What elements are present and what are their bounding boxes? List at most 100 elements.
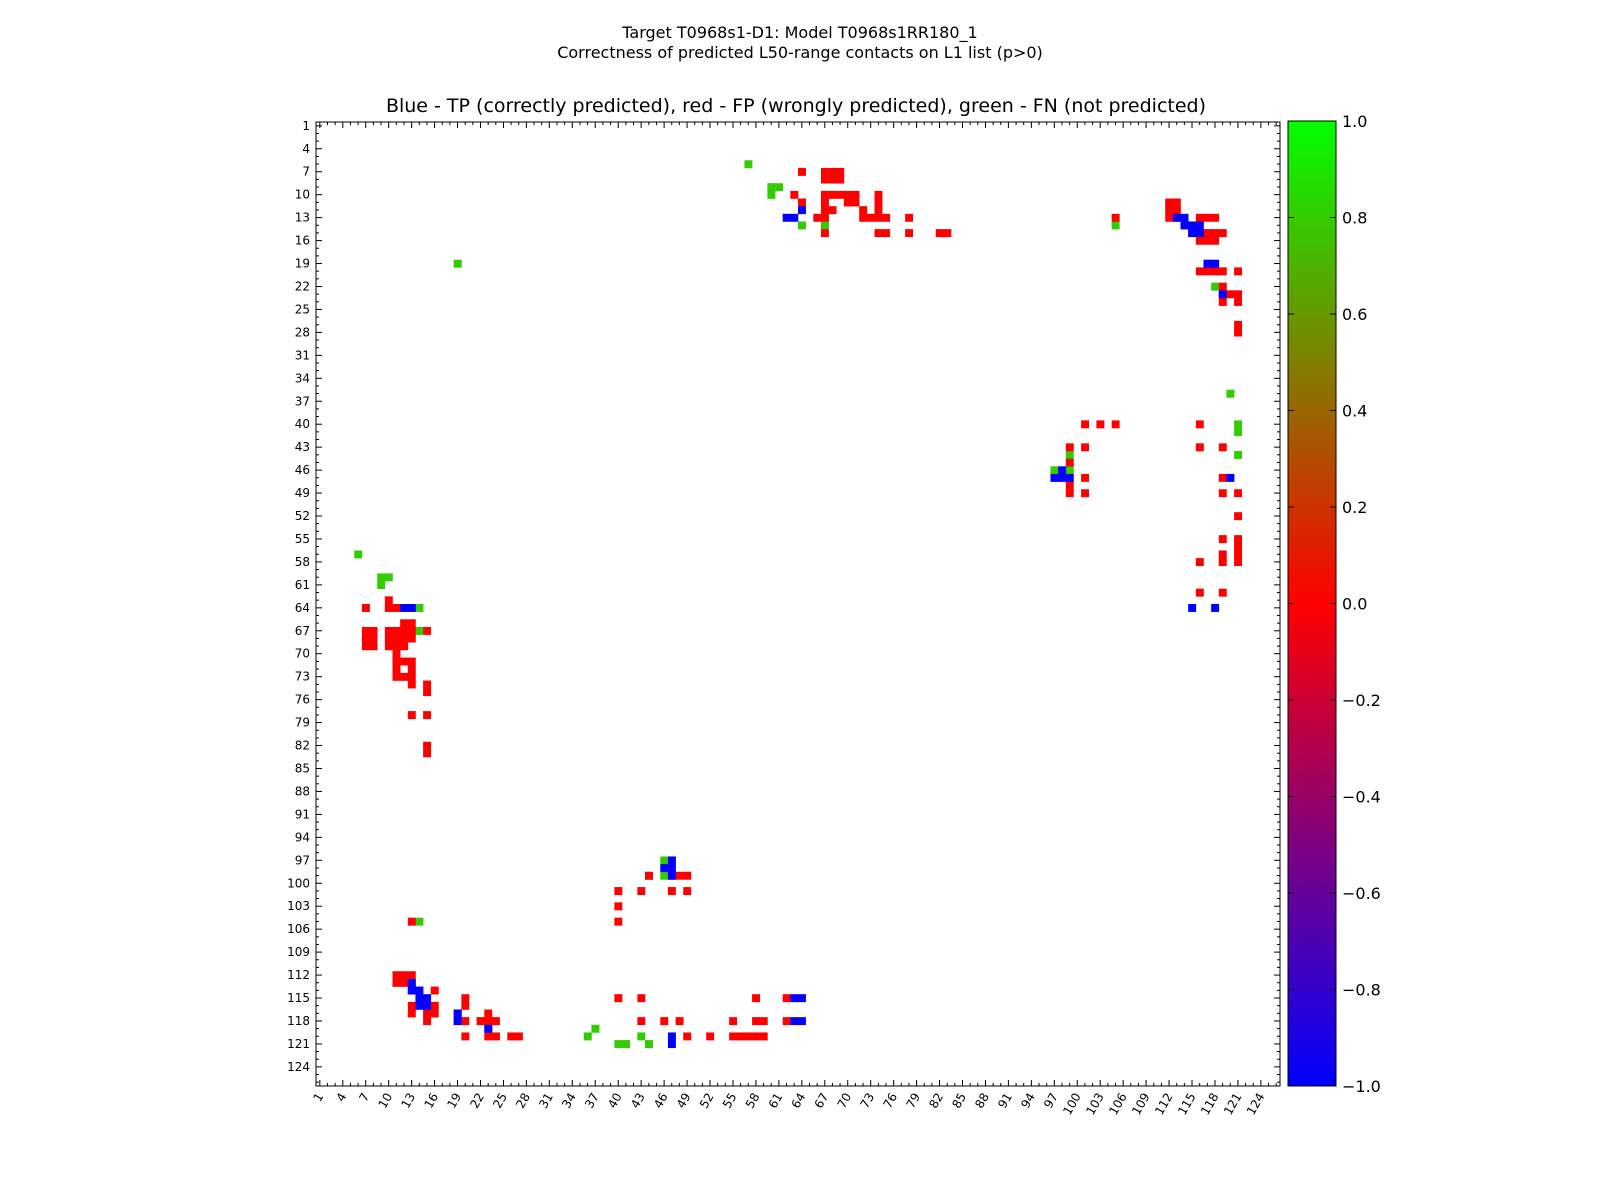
contact-cell-fp <box>423 680 432 689</box>
y-tick-label: 4 <box>302 142 310 156</box>
x-tick-label: 97 <box>1041 1091 1061 1111</box>
contact-cell-fp <box>820 175 829 184</box>
contact-cell-fp <box>614 887 623 896</box>
contact-cell-fn <box>415 626 424 635</box>
contact-cell-tp <box>1050 473 1059 482</box>
contact-cell-fp <box>828 167 837 176</box>
contact-cell-tp <box>1195 221 1204 230</box>
contact-cell-fn <box>637 1032 646 1041</box>
contact-cell-fp <box>400 971 409 980</box>
contact-cell-fn <box>798 221 806 230</box>
contact-cell-fn <box>1211 282 1220 291</box>
contact-cell-tp <box>1058 466 1067 475</box>
contact-cell-fn <box>591 1024 600 1033</box>
contact-cell-fp <box>430 1009 439 1018</box>
contact-cell-tp <box>1226 473 1235 482</box>
contact-cell-fp <box>1065 443 1074 452</box>
y-tick-label: 19 <box>295 257 310 271</box>
y-tick-labels: 1 4 7 10 13 16 19 22 25 28 31 34 37 40 43 46 49 52 55 58 61 6… <box>287 119 310 1074</box>
contact-cell-tp <box>790 1017 799 1026</box>
y-tick-label: 79 <box>295 716 310 730</box>
contact-cell-fp <box>461 1017 470 1026</box>
x-tick-labels: 1 4 7 10 13 16 19 22 25 28 31 34 37 40 43 46 49 52 55 58 61 6… <box>310 1091 1267 1118</box>
x-tick-label: 22 <box>467 1091 487 1111</box>
contact-cell-fn <box>377 573 386 582</box>
contact-cell-fp <box>859 206 868 215</box>
x-tick-label: 109 <box>1129 1091 1153 1118</box>
y-tick-label: 88 <box>295 784 310 798</box>
contact-cell-fn <box>1226 389 1235 398</box>
contact-cell-fp <box>384 596 393 605</box>
contact-cell-fn <box>1234 450 1243 459</box>
contact-cell-fn <box>820 221 829 230</box>
contact-cell-fp <box>407 971 416 980</box>
x-tick-label: 58 <box>743 1091 763 1111</box>
y-tick-label: 67 <box>295 624 310 638</box>
contact-cell-fp <box>1234 550 1243 559</box>
contact-cell-fp <box>1218 443 1227 452</box>
contact-cell-fn <box>744 160 753 169</box>
contact-cell-fp <box>407 657 416 666</box>
colorbar-tick-label: 0.2 <box>1342 498 1367 517</box>
x-tick-label: 40 <box>605 1091 625 1111</box>
contact-cell-fp <box>660 1017 669 1026</box>
contact-cell-fp <box>361 604 370 612</box>
colorbar-tick-label: 0.4 <box>1342 402 1367 421</box>
contact-cell-fp <box>752 1032 761 1041</box>
contact-cell-fp <box>1218 588 1227 597</box>
contact-cell-fp <box>706 1032 715 1041</box>
contact-cell-fp <box>1195 420 1204 429</box>
contact-cell-fp <box>1218 558 1227 567</box>
contact-cell-fp <box>514 1032 523 1041</box>
contact-cell-fp <box>423 711 432 720</box>
contact-cell-fp <box>1195 558 1204 567</box>
contact-cell-fp <box>400 634 409 643</box>
contact-cell-fp <box>1172 206 1181 215</box>
x-tick-label: 61 <box>766 1091 786 1111</box>
contact-cell-fp <box>859 213 868 222</box>
y-tick-label: 13 <box>295 211 310 225</box>
contact-cell-tp <box>790 213 799 222</box>
contact-cell-fn <box>614 1040 623 1049</box>
contact-cell-fp <box>361 626 370 635</box>
contact-cell-fp <box>851 198 860 207</box>
contact-cell-fp <box>1234 489 1243 498</box>
contact-cell-fp <box>866 213 875 222</box>
contact-cell-fp <box>1195 588 1204 597</box>
contact-cell-fn <box>377 581 386 589</box>
contact-cell-fp <box>1234 512 1243 521</box>
contact-cell-fp <box>1203 229 1212 238</box>
y-tick-label: 73 <box>295 670 310 684</box>
contact-cell-fp <box>759 1017 768 1026</box>
x-tick-label: 64 <box>789 1091 809 1111</box>
contact-cell-tp <box>790 994 799 1003</box>
y-tick-label: 97 <box>295 853 310 867</box>
contact-cell-fn <box>660 856 669 865</box>
contact-cell-fp <box>1234 297 1243 306</box>
colorbar-tick-label: −0.6 <box>1342 884 1381 903</box>
x-tick-label: 25 <box>490 1091 510 1111</box>
contact-cell-fp <box>423 749 432 758</box>
y-tick-label: 70 <box>295 647 310 661</box>
contact-cell-fp <box>752 1017 761 1026</box>
y-tick-label: 91 <box>295 807 310 821</box>
contact-cell-fp <box>407 626 416 635</box>
contact-cell-fp <box>400 626 409 635</box>
contact-cell-fp <box>1203 213 1212 222</box>
x-tick-label: 37 <box>582 1091 602 1111</box>
colorbar-tick-label: −0.2 <box>1342 691 1381 710</box>
contact-cell-fp <box>820 198 829 207</box>
contact-cell-fp <box>1218 282 1227 291</box>
contact-cell-fp <box>820 206 829 215</box>
contact-cell-fp <box>1081 443 1090 452</box>
colorbar <box>1287 120 1337 1087</box>
contact-cell-tp <box>1188 604 1197 612</box>
contact-cell-fp <box>423 626 432 635</box>
y-tick-label: 121 <box>287 1037 310 1051</box>
contact-cell-fn <box>415 917 424 926</box>
contact-cell-tp <box>782 213 791 222</box>
contact-cell-fp <box>392 626 401 635</box>
contact-cell-fp <box>407 672 416 681</box>
contact-cell-fp <box>1165 198 1174 207</box>
contact-cell-tp <box>1188 229 1197 238</box>
